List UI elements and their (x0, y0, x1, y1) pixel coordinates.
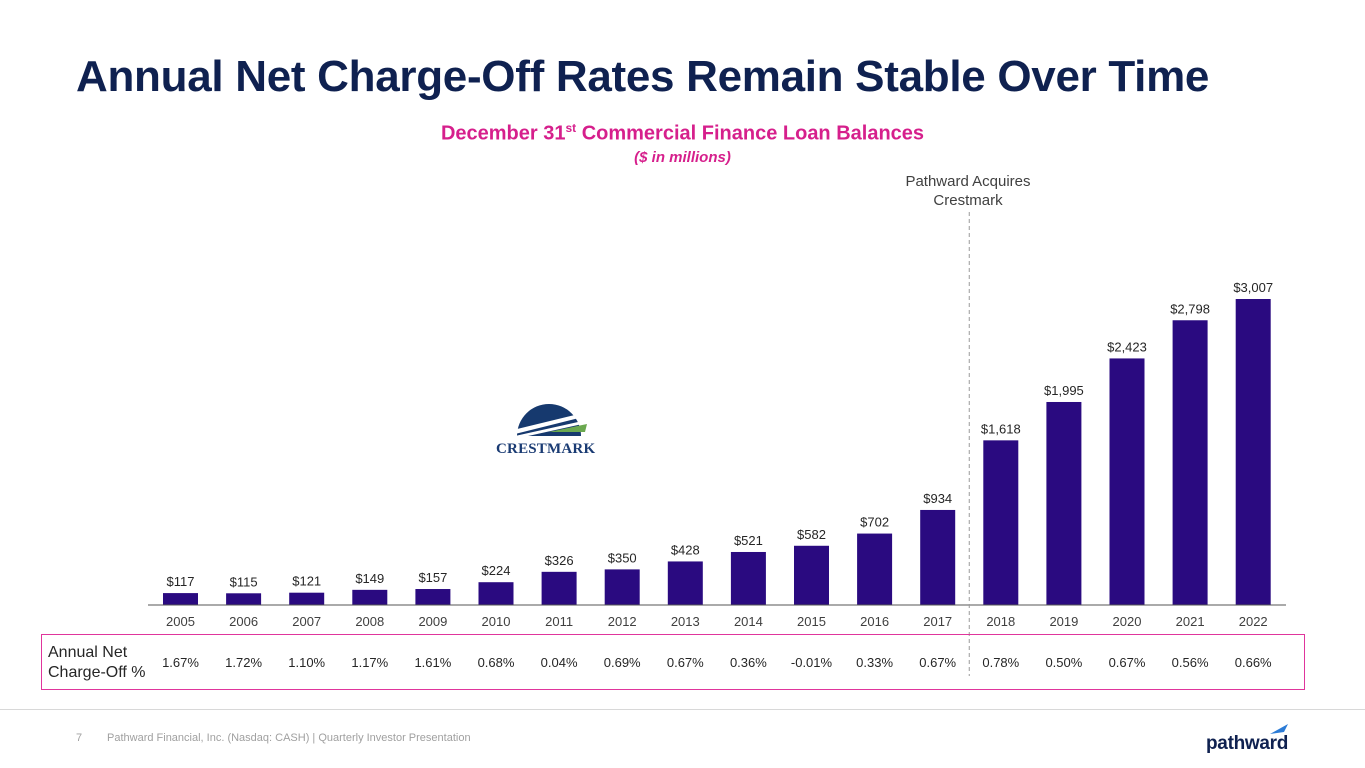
value-label-2020: $2,423 (1107, 339, 1147, 354)
x-tick-label-2016: 2016 (860, 614, 889, 629)
bar-group (163, 299, 1271, 605)
value-label-2008: $149 (355, 571, 384, 586)
charge-off-rate-box (41, 634, 1305, 690)
charge-off-rate-2018: 0.78% (982, 655, 1019, 670)
bar-2018 (983, 440, 1019, 605)
page-title: Annual Net Charge-Off Rates Remain Stabl… (76, 52, 1210, 101)
charge-off-rate-2008: 1.17% (351, 655, 388, 670)
x-tick-label-2014: 2014 (734, 614, 763, 629)
bar-2013 (667, 561, 703, 605)
bar-2006 (226, 593, 262, 605)
bar-2021 (1172, 320, 1208, 605)
value-label-2005: $117 (167, 574, 195, 589)
value-label-2019: $1,995 (1044, 383, 1084, 398)
footer-text: Pathward Financial, Inc. (Nasdaq: CASH) … (107, 732, 471, 744)
bar-2011 (541, 571, 577, 605)
charge-off-rate-2016: 0.33% (856, 655, 893, 670)
value-label-2011: $326 (545, 553, 574, 568)
charge-off-rate-2020: 0.67% (1109, 655, 1146, 670)
charge-off-rate-2014: 0.36% (730, 655, 767, 670)
value-label-2022: $3,007 (1233, 280, 1273, 295)
loan-balance-chart: $117 $115 $121 $149 $157 $224 $326 $350 $428 $521… (148, 212, 1286, 676)
pathward-mark-icon (1270, 724, 1288, 734)
bar-2010 (478, 582, 514, 605)
x-tick-label-2010: 2010 (482, 614, 511, 629)
value-label-2012: $350 (608, 550, 637, 565)
bar-2008 (352, 589, 388, 605)
value-label-2010: $224 (482, 563, 511, 578)
x-tick-label-2011: 2011 (545, 614, 573, 629)
bar-2020 (1109, 358, 1145, 605)
value-label-2021: $2,798 (1170, 301, 1210, 316)
value-label-2009: $157 (418, 570, 447, 585)
pathward-logo: pathward (1206, 733, 1289, 754)
value-label-2007: $121 (292, 574, 321, 589)
value-label-2014: $521 (734, 533, 763, 548)
x-tick-label-2018: 2018 (986, 614, 1015, 629)
chart-subtitle: December 31st Commercial Finance Loan Ba… (440, 121, 925, 145)
charge-off-rate-2017: 0.67% (919, 655, 956, 670)
charge-off-rate-2012: 0.69% (604, 655, 641, 670)
x-tick-label-2008: 2008 (355, 614, 384, 629)
x-tick-label-2017: 2017 (923, 614, 952, 629)
bar-2009 (415, 589, 451, 605)
x-tick-label-2021: 2021 (1176, 614, 1205, 629)
page-number: 7 (76, 732, 83, 744)
bar-2016 (857, 533, 893, 605)
value-label-2006: $115 (230, 574, 258, 589)
value-label-2017: $934 (923, 491, 952, 506)
x-tick-label-2007: 2007 (292, 614, 321, 629)
charge-off-rate-2022: 0.66% (1235, 655, 1272, 670)
x-tick-label-2020: 2020 (1113, 614, 1142, 629)
charge-off-rate-2010: 0.68% (478, 655, 515, 670)
charge-off-rate-2007: 1.10% (288, 655, 325, 670)
bar-2007 (289, 592, 325, 605)
bar-2014 (730, 551, 766, 605)
value-label-2016: $702 (860, 515, 889, 530)
bar-2017 (920, 509, 956, 605)
value-label-2015: $582 (797, 527, 826, 542)
crestmark-logo-text: CRESTMARK (496, 441, 596, 457)
bar-2005 (163, 593, 198, 605)
charge-off-rate-2009: 1.61% (414, 655, 451, 670)
value-label-2013: $428 (671, 542, 700, 557)
x-tick-label-2013: 2013 (671, 614, 700, 629)
x-tick-label-group: 2005 2006 2007 2008 2009 2010 2011 2012 2013 2014… (166, 614, 1268, 629)
footer-divider (0, 709, 1365, 710)
chart-units-note: ($ in millions) (634, 149, 731, 166)
value-label-2018: $1,618 (981, 421, 1021, 436)
x-tick-label-2015: 2015 (797, 614, 826, 629)
x-tick-label-2009: 2009 (418, 614, 447, 629)
crestmark-logo-icon (513, 404, 587, 438)
acquisition-annotation: Pathward Acquires Crestmark (905, 173, 1031, 209)
charge-off-row-label: Annual Net Charge-Off % (48, 644, 146, 681)
x-tick-label-2012: 2012 (608, 614, 637, 629)
x-tick-label-2005: 2005 (166, 614, 195, 629)
bar-2012 (604, 569, 640, 605)
charge-off-rate-group: 1.67% 1.72% 1.10% 1.17% 1.61% 0.68% 0.04% 0.69%… (162, 655, 1272, 670)
charge-off-rate-2015: -0.01% (791, 655, 833, 670)
charge-off-rate-2006: 1.72% (225, 655, 262, 670)
value-label-group: $117 $115 $121 $149 $157 $224 $326 $350 $428 $521… (167, 280, 1274, 589)
bar-2019 (1046, 401, 1082, 605)
x-tick-label-2019: 2019 (1049, 614, 1078, 629)
charge-off-rate-2021: 0.56% (1172, 655, 1209, 670)
x-tick-label-2022: 2022 (1239, 614, 1268, 629)
charge-off-rate-2011: 0.04% (541, 655, 578, 670)
charge-off-rate-2005: 1.67% (162, 655, 199, 670)
charge-off-rate-2019: 0.50% (1045, 655, 1082, 670)
x-tick-label-2006: 2006 (229, 614, 258, 629)
bar-2015 (794, 545, 829, 605)
bar-2022 (1235, 299, 1271, 605)
charge-off-rate-2013: 0.67% (667, 655, 704, 670)
